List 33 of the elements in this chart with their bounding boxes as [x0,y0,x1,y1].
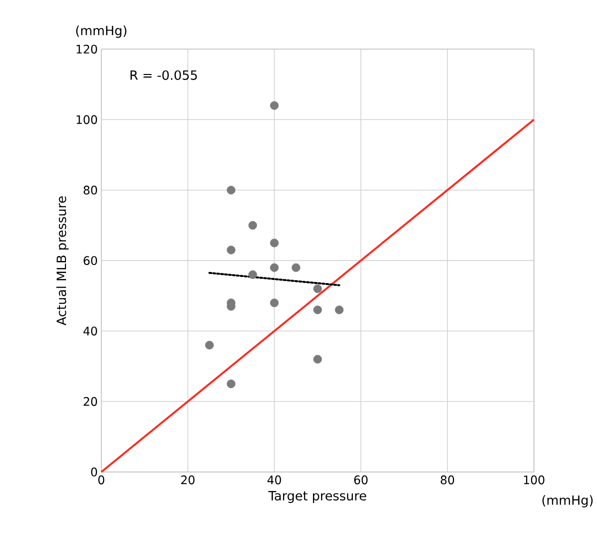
point [226,380,236,388]
point [226,186,236,195]
point [270,298,279,308]
y-tick-label: 80 [84,186,98,195]
point [270,263,279,272]
y-tick-label: 40 [83,326,98,336]
point [313,355,322,364]
point [292,263,300,272]
text: (mmHg) [542,495,593,508]
y-tick-label: 0 [91,468,98,477]
annotation: R = -0.055 [130,70,197,80]
point [248,270,258,280]
x-tick-label: 40 [267,476,282,484]
y-axis-title: Actual MLB pressure [56,196,69,326]
y-tick-label: 60 [84,256,98,266]
x-tick-label: 20 [181,476,195,484]
point [270,238,279,248]
x-tick-label: 60 [354,476,368,484]
x-tick-label: 100 [524,476,544,484]
point [313,306,322,314]
y-tick-label: 100 [76,115,98,124]
x-axis-title: Target pressure [268,491,366,504]
point [248,221,258,230]
point [226,246,236,254]
point [334,306,344,314]
text: (mmHg) [76,26,126,38]
x-tick-label: 80 [440,476,454,484]
y-tick-label: 20 [84,397,98,406]
x-tick-label: 0 [98,476,104,484]
point [313,284,322,294]
y-tick-label: 120 [76,44,98,54]
point [270,101,279,110]
point [205,340,214,350]
